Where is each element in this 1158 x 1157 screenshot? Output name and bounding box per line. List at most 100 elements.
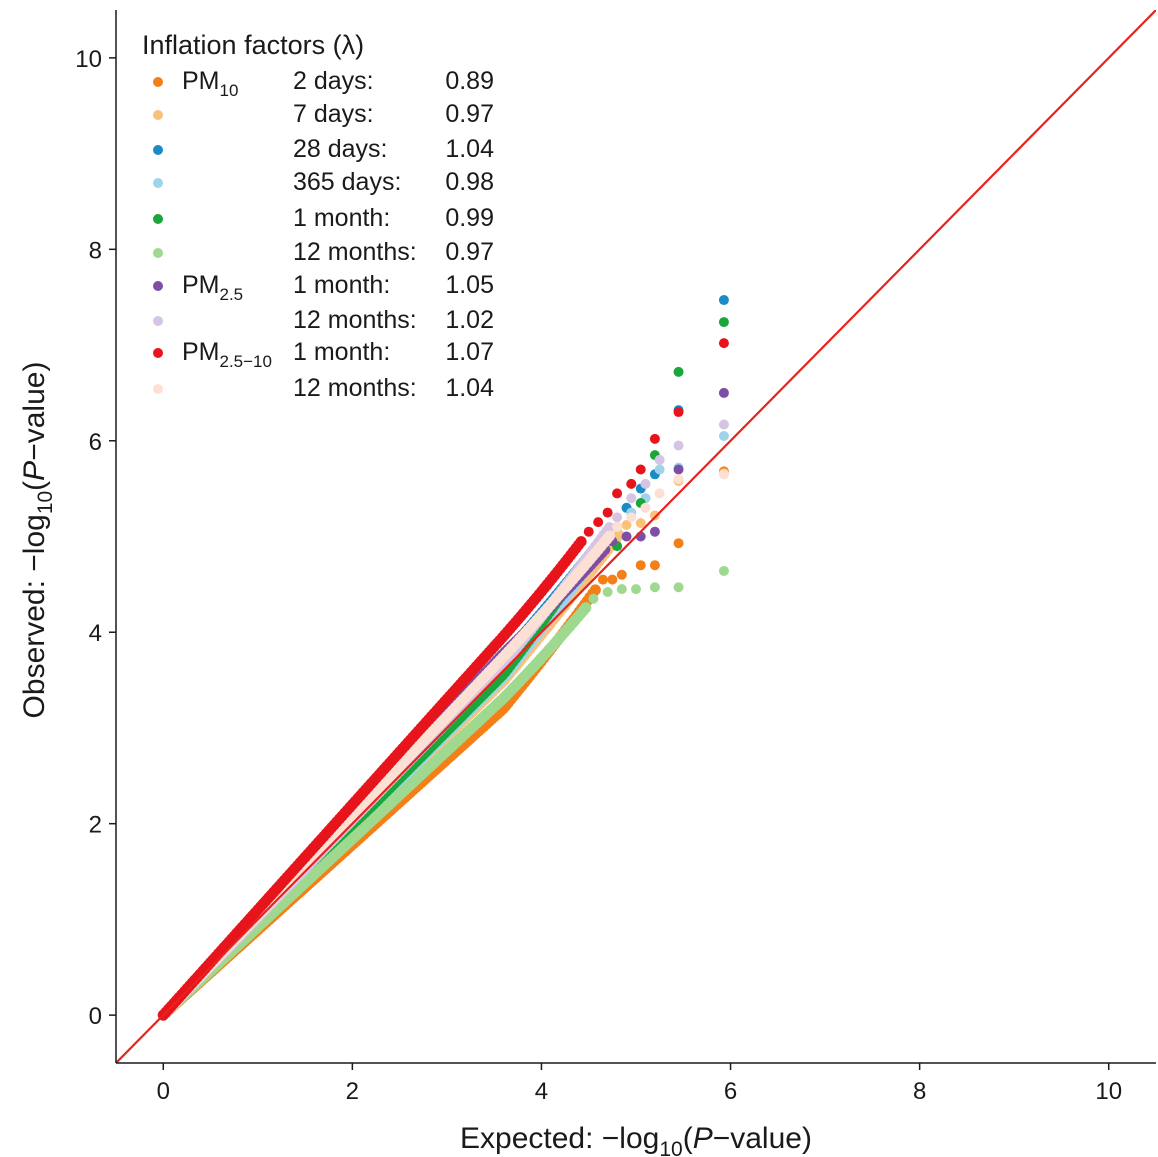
series-8-tail-point (593, 517, 604, 528)
legend-period-2: 28 days: (293, 135, 388, 163)
series-7-tail-point (654, 454, 665, 465)
series-2-tail-point (718, 295, 729, 306)
y-ticks: 0 2 4 6 8 10 (75, 46, 116, 1030)
series-3-tail-point (654, 464, 665, 475)
series-8-tail-point (602, 507, 613, 518)
y-tick-label-3: 6 (89, 429, 102, 456)
legend-lambda-1: 0.97 (445, 100, 494, 128)
legend-period-9: 12 months: (293, 374, 417, 402)
series-2 (157, 295, 729, 1021)
series-7-tail-point (640, 478, 651, 489)
series-8-tail-point (635, 464, 646, 475)
series-7-tail-point (673, 440, 684, 451)
plot-area (116, 10, 1156, 1063)
series-5-tail-point (673, 582, 684, 593)
legend-swatch-4 (153, 214, 163, 224)
series-8-point (575, 536, 587, 548)
series-8-tail-point (583, 526, 594, 537)
legend-lambda-2: 1.04 (445, 135, 494, 163)
series-5-tail-point (616, 584, 627, 595)
y-axis-title: Observed: −log10(P−value) (18, 362, 57, 719)
series-3-tail-point (718, 430, 729, 441)
legend-swatch-8 (153, 348, 163, 358)
legend-group-label-1: PM2.5 (182, 271, 243, 304)
series-9-tail-point (626, 512, 637, 523)
y-tick-label-2: 4 (89, 620, 102, 647)
series-8-tail-point (612, 488, 623, 499)
x-tick-label-2: 4 (535, 1078, 548, 1105)
series-6-tail-point (649, 526, 660, 537)
points-layer (157, 295, 729, 1021)
legend: Inflation factors (λ) 2 days: 0.89 7 days:… (142, 30, 494, 402)
legend-group-label-0: PM10 (182, 67, 238, 100)
legend-lambda-6: 1.05 (445, 271, 494, 299)
series-7-tail-point (626, 493, 637, 504)
legend-lambda-0: 0.89 (445, 67, 494, 95)
series-1-tail-point (649, 510, 660, 521)
legend-lambda-4: 0.99 (445, 204, 494, 232)
series-0-tail-point (673, 538, 684, 549)
legend-lambda-5: 0.97 (445, 238, 494, 266)
series-5-tail-point (602, 587, 613, 598)
legend-swatch-7 (153, 316, 163, 326)
series-6-tail-point (673, 464, 684, 475)
series-5-tail-point (649, 582, 660, 593)
series-6-tail-point (718, 387, 729, 398)
legend-swatch-5 (153, 248, 163, 258)
series-5-tail-point (718, 565, 729, 576)
legend-period-0: 2 days: (293, 67, 374, 95)
y-tick-label-1: 2 (89, 812, 102, 839)
series-7-tail-point (718, 419, 729, 430)
series-6-tail-point (621, 531, 632, 542)
legend-group-label-2: PM2.5−10 (182, 338, 272, 371)
series-8-tail-point (649, 433, 660, 444)
series-0-tail-point (597, 574, 608, 585)
series-9-tail-point (640, 502, 651, 513)
series-0-tail-point (635, 560, 646, 571)
series-4-tail-point (673, 366, 684, 377)
series-4-tail-point (718, 317, 729, 328)
x-axis-title: Expected: −log10(P−value) (460, 1122, 812, 1157)
series-0-tail-point (649, 560, 660, 571)
legend-lambda-9: 1.04 (445, 374, 494, 402)
series-9-tail-point (718, 469, 729, 480)
legend-swatch-3 (153, 178, 163, 188)
legend-period-7: 12 months: (293, 306, 417, 334)
legend-period-3: 365 days: (293, 168, 401, 196)
reference-line (116, 10, 1156, 1063)
series-7-tail-point (612, 512, 623, 523)
legend-period-4: 1 month: (293, 204, 390, 232)
series-0-point (589, 584, 601, 596)
series-9-tail-point (612, 521, 623, 532)
axes: 0 2 4 6 8 10 0 2 4 6 8 10 (75, 10, 1156, 1105)
series-4 (157, 317, 729, 1021)
series-5 (157, 565, 729, 1021)
series-0-tail-point (616, 569, 627, 580)
series-9-point (604, 530, 616, 542)
legend-swatch-0 (153, 77, 163, 87)
x-tick-label-3: 6 (724, 1078, 737, 1105)
y-tick-label-4: 8 (89, 237, 102, 264)
legend-period-8: 1 month: (293, 338, 390, 366)
series-1-tail-point (621, 520, 632, 531)
legend-swatch-9 (153, 384, 163, 394)
series-8-tail-point (673, 407, 684, 418)
x-tick-label-5: 10 (1095, 1078, 1122, 1105)
legend-lambda-7: 1.02 (445, 306, 494, 334)
series-5-tail-point (588, 593, 599, 604)
legend-title: Inflation factors (λ) (142, 30, 364, 60)
legend-lambda-3: 0.98 (445, 168, 494, 196)
series-9-tail-point (673, 474, 684, 485)
series-1-tail-point (635, 518, 646, 529)
series-8-tail-point (626, 478, 637, 489)
y-tick-label-5: 10 (75, 46, 102, 73)
x-tick-label-1: 2 (346, 1078, 359, 1105)
legend-swatch-1 (153, 110, 163, 120)
series-8-tail-point (718, 338, 729, 349)
legend-period-1: 7 days: (293, 100, 374, 128)
legend-period-5: 12 months: (293, 238, 417, 266)
legend-swatch-2 (153, 145, 163, 155)
x-tick-label-4: 8 (913, 1078, 926, 1105)
series-8 (157, 338, 729, 1021)
